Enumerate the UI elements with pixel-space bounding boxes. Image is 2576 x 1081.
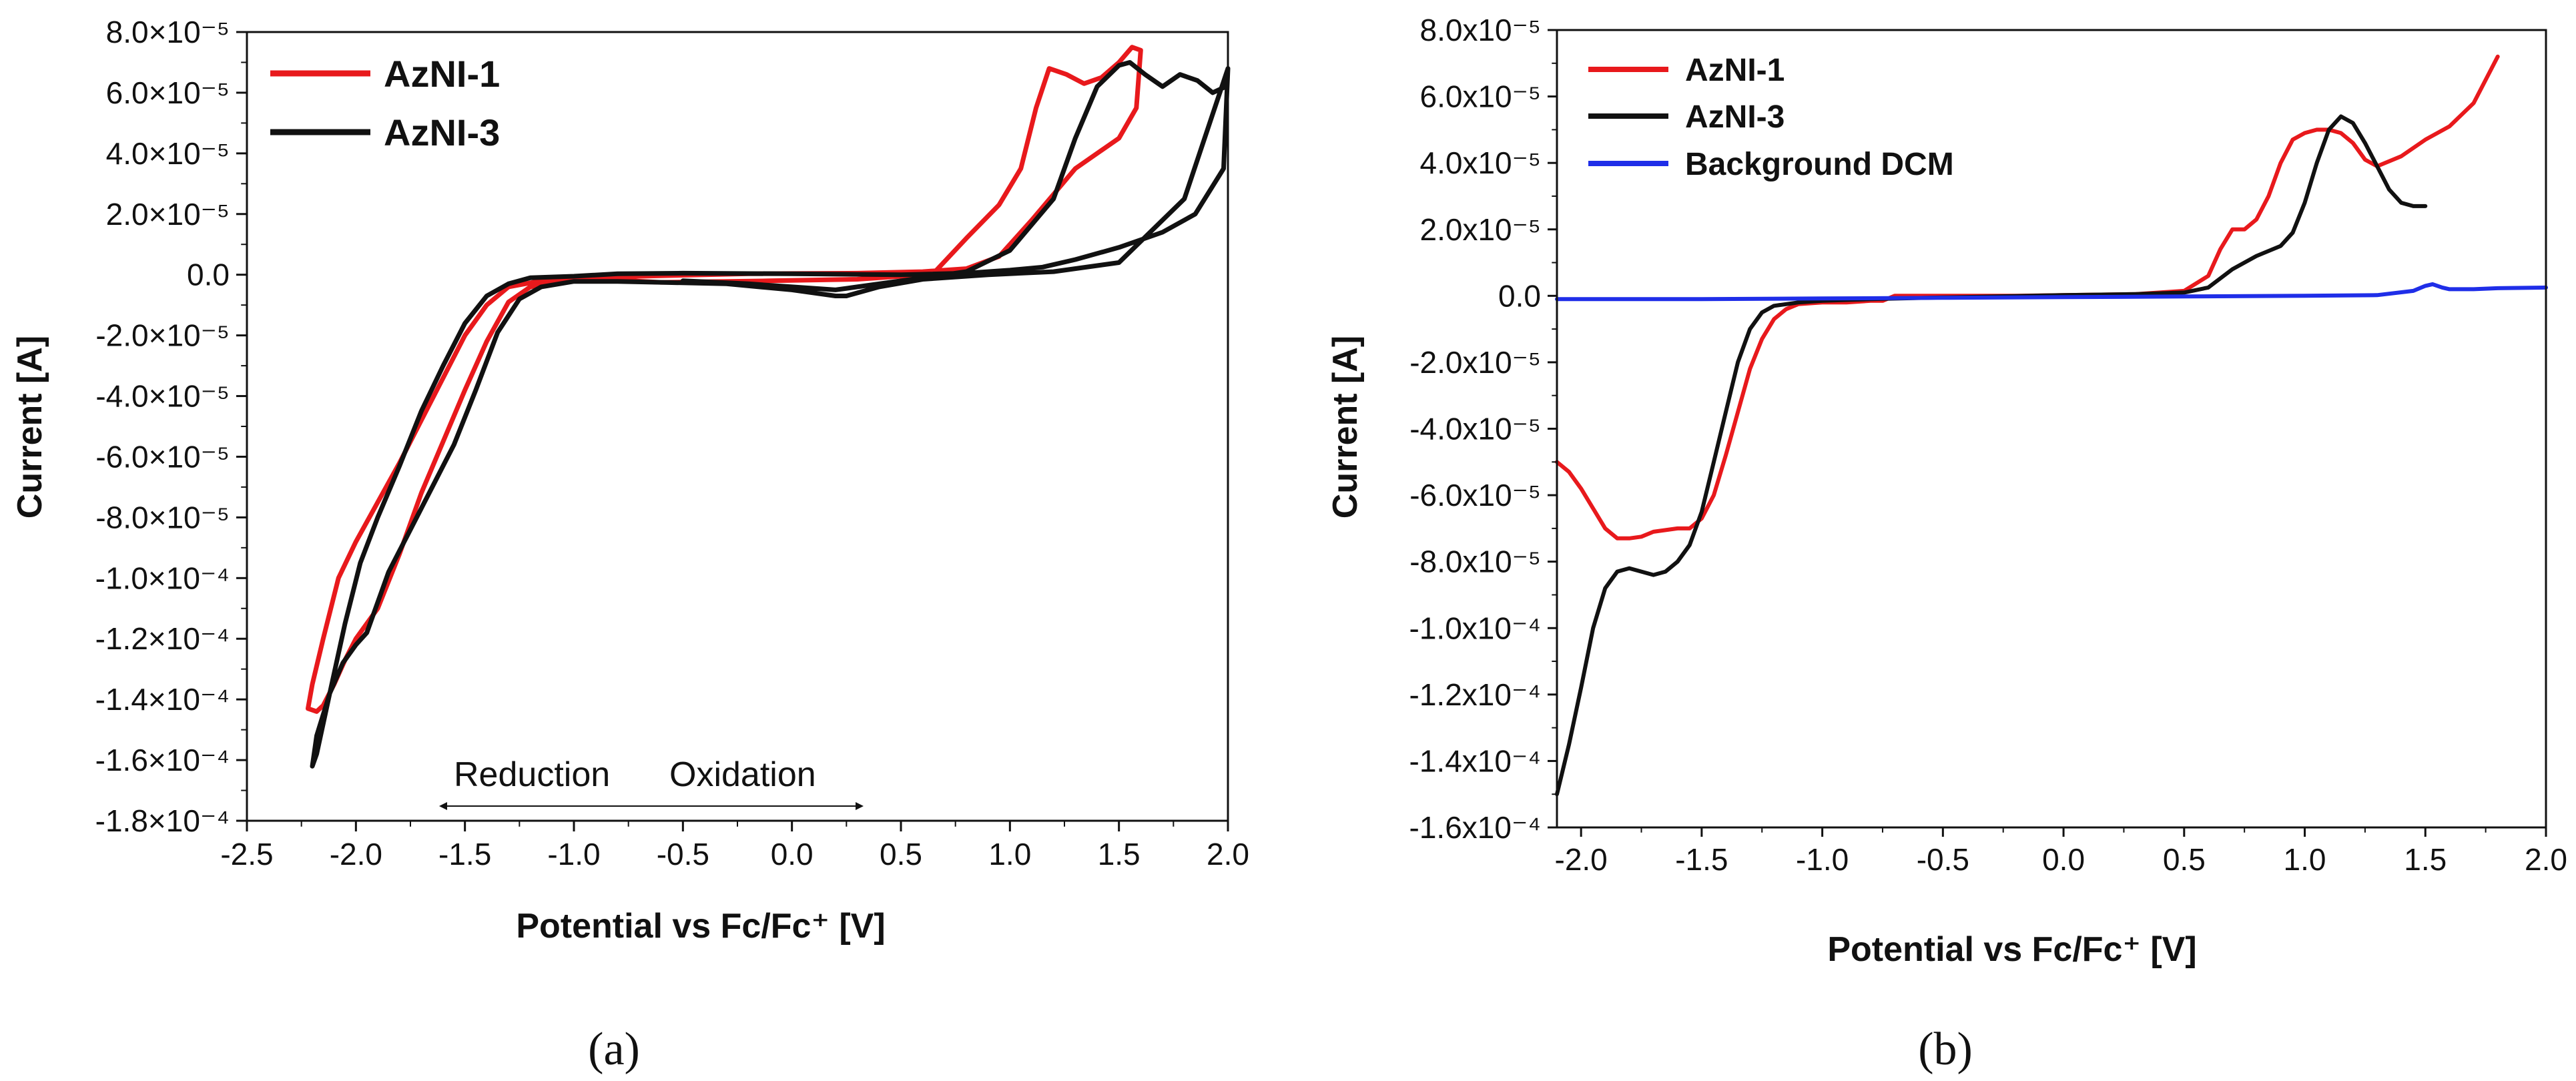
series-layer-a [306,45,1231,769]
x-tick-label: 1.5 [1098,837,1141,871]
x-title-b-text: Potential vs Fc/Fc⁺ [V] [1827,930,2196,969]
legend-label-background-b: Background DCM [1685,147,1954,182]
y-tick-label: -1.0×10⁻⁴ [95,561,230,595]
x-tick-label: -2.0 [1555,842,1608,877]
chart-panel-a: -2.5 -2.0 -1.5 -1.0 -0.5 0.0 0.5 1.0 1.5 2.0 8.0×… [11,15,1249,1075]
y-axis-title-b: Current [A] [1326,336,1365,518]
x-tick-label: -0.5 [1917,842,1969,877]
x-axis-title-b: Potential vs Fc/Fc⁺ [V] [1827,930,2196,969]
y-tick-label: -1.4×10⁻⁴ [95,682,230,717]
series-line-azni-1-b [1555,54,2500,540]
annotation-reduction: Reduction [454,755,610,794]
y-tick-label: 0.0 [1498,278,1541,313]
legend-label-azni3-a: AzNI-3 [384,111,500,153]
x-axis-b: -2.0 -1.5 -1.0 -0.5 0.0 0.5 1.0 1.5 2.0 [1555,827,2567,877]
x-tick-label: -1.0 [547,837,600,871]
series-line-azni-3-b [1555,114,2428,797]
y-tick-label: 8.0x10⁻⁵ [1420,13,1541,47]
y-tick-label: 6.0×10⁻⁵ [106,75,230,110]
x-tick-label: -2.0 [330,837,382,871]
x-tick-label: 1.0 [2284,842,2326,877]
y-tick-label: -1.8×10⁻⁴ [95,803,230,838]
x-tick-label: -1.0 [1796,842,1849,877]
x-tick-label: 1.5 [2404,842,2447,877]
y-tick-label: -2.0x10⁻⁵ [1409,345,1541,380]
y-tick-label: -8.0x10⁻⁵ [1409,545,1541,579]
y-tick-label: -1.6×10⁻⁴ [95,743,230,777]
y-tick-label: 0.0 [187,258,230,292]
legend-label-azni1-a: AzNI-1 [384,53,500,95]
y-tick-label: -2.0×10⁻⁵ [95,318,230,353]
y-tick-label: -1.2x10⁻⁴ [1409,677,1541,712]
y-tick-label: -1.0x10⁻⁴ [1409,611,1541,645]
x-tick-label: -2.5 [220,837,273,871]
x-tick-label: 0.5 [880,837,922,871]
annotation-oxidation: Oxidation [669,755,816,794]
y-axis-b: 8.0x10⁻⁵ 6.0x10⁻⁵ 4.0x10⁻⁵ 2.0x10⁻⁵ 0.0 -2.0x… [1409,13,1557,845]
x-axis-title-a: Potential vs Fc/Fc⁺ [V] [516,907,885,946]
panel-label-a: (a) [588,1024,640,1075]
series-line-azni-3-a [310,60,1231,769]
panel-label-b: (b) [1918,1024,1973,1075]
y-tick-label: -1.4x10⁻⁴ [1409,743,1541,778]
y-tick-label: 2.0×10⁻⁵ [106,197,230,232]
x-tick-label: 0.0 [2042,842,2085,877]
x-tick-label: -1.5 [438,837,491,871]
x-title-a-text: Potential vs Fc/Fc⁺ [V] [516,907,885,946]
legend-a: AzNI-1 AzNI-3 [270,53,500,153]
legend-b: AzNI-1 AzNI-3 Background DCM [1588,53,1954,182]
y-tick-label: -4.0×10⁻⁵ [95,379,230,414]
legend-label-azni3-b: AzNI-3 [1685,99,1785,135]
y-tick-label: 6.0x10⁻⁵ [1420,79,1541,114]
x-tick-label: 1.0 [988,837,1031,871]
x-axis-a: -2.5 -2.0 -1.5 -1.0 -0.5 0.0 0.5 1.0 1.5 2.0 [220,821,1249,871]
y-tick-label: 4.0x10⁻⁵ [1420,145,1541,180]
x-tick-label: 0.0 [771,837,814,871]
legend-label-azni1-b: AzNI-1 [1685,53,1785,88]
y-axis-title-a: Current [A] [11,336,49,518]
y-tick-label: -8.0×10⁻⁵ [95,500,230,534]
y-tick-label: -6.0x10⁻⁵ [1409,478,1541,512]
x-tick-label: 2.0 [1207,837,1249,871]
x-tick-label: 0.5 [2163,842,2206,877]
y-tick-label: -6.0×10⁻⁵ [95,439,230,474]
chart-panel-b: -2.0 -1.5 -1.0 -0.5 0.0 0.5 1.0 1.5 2.0 8.0x10⁻⁵… [1326,13,2567,1075]
x-tick-label: -1.5 [1675,842,1728,877]
series-layer-b [1555,54,2548,797]
x-tick-label: -0.5 [657,837,709,871]
y-tick-label: -4.0x10⁻⁵ [1409,412,1541,446]
y-tick-label: 4.0×10⁻⁵ [106,136,230,171]
series-line-background-dcm-b [1555,282,2548,302]
y-axis-a: 8.0×10⁻⁵ 6.0×10⁻⁵ 4.0×10⁻⁵ 2.0×10⁻⁵ 0.0 -2.0×… [95,15,247,838]
y-tick-label: -1.2×10⁻⁴ [95,621,230,656]
y-tick-label: 2.0x10⁻⁵ [1420,212,1541,247]
x-tick-label: 2.0 [2525,842,2567,877]
y-tick-label: -1.6x10⁻⁴ [1409,810,1541,845]
y-tick-label: 8.0×10⁻⁵ [106,15,230,49]
